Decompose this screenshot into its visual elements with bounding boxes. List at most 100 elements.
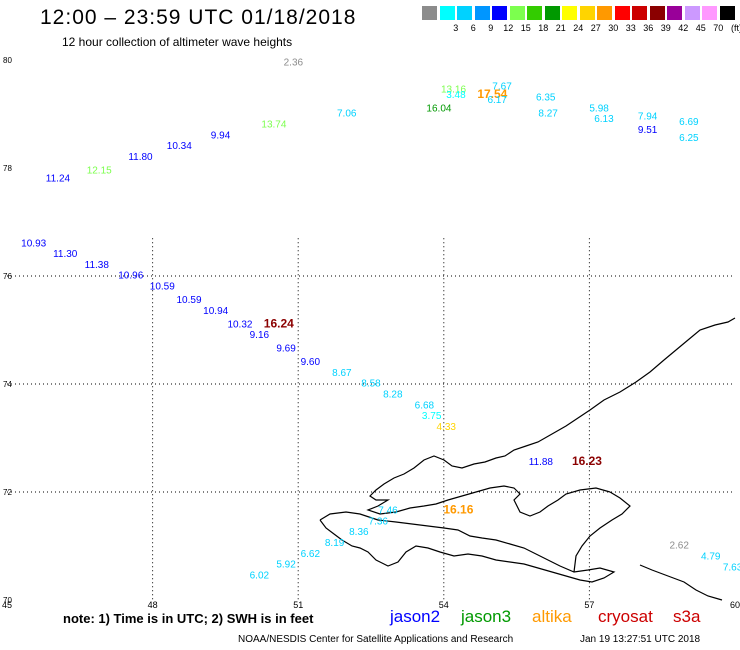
wave-height-value: 11.38	[85, 260, 110, 271]
colorbar-swatch	[422, 6, 437, 20]
wave-height-value: 7.36	[369, 516, 389, 527]
wave-height-value: 11.30	[53, 249, 78, 260]
wave-height-value: 2.36	[284, 57, 304, 68]
colorbar-swatch	[457, 6, 472, 20]
wave-height-value: 6.13	[594, 114, 614, 125]
colorbar-unit: (ft)	[731, 23, 740, 33]
wave-height-value: 16.24	[264, 316, 294, 330]
wave-height-value: 6.25	[679, 133, 699, 144]
colorbar-swatch	[597, 6, 612, 20]
colorbar-label: 45	[695, 23, 706, 33]
matochkin-strait-coast	[573, 491, 631, 573]
colorbar-swatch	[614, 6, 630, 20]
south-island-coast	[319, 511, 616, 583]
wave-height-value: 16.04	[426, 103, 451, 114]
colorbar-label: 42	[678, 23, 689, 33]
colorbar-label: 18	[538, 23, 549, 33]
wave-height-value: 9.69	[276, 344, 296, 355]
colorbar-label: 33	[625, 23, 636, 33]
wave-height-value: 4.33	[436, 422, 456, 433]
wave-height-value: 5.92	[276, 560, 296, 571]
legend-s3a: s3a	[673, 607, 701, 626]
map-subtitle: 12 hour collection of altimeter wave hei…	[62, 35, 293, 49]
colorbar-swatch	[702, 6, 717, 20]
graticule	[7, 238, 735, 600]
map-title: 12:00 – 23:59 UTC 01/18/2018	[40, 6, 357, 29]
wave-height-value: 10.59	[150, 282, 175, 293]
wave-height-value: 10.34	[167, 141, 192, 152]
colorbar-swatch	[509, 6, 525, 20]
wave-height-value: 2.62	[669, 541, 689, 552]
wave-height-value: 10.59	[176, 295, 201, 306]
wave-height-value: 11.88	[529, 457, 554, 468]
wave-height-value: 16.23	[572, 454, 602, 468]
wave-height-value: 4.79	[701, 552, 721, 563]
colorbar-label: 36	[643, 23, 654, 33]
colorbar-label: 21	[555, 23, 566, 33]
wave-height-value: 9.94	[211, 130, 231, 141]
wave-height-value: 6.17	[487, 95, 507, 106]
colorbar-swatch	[667, 6, 682, 20]
wave-height-value: 5.98	[589, 103, 609, 114]
wave-height-value: 8.67	[332, 368, 352, 379]
wave-height-value: 8.19	[325, 538, 345, 549]
wave-height-value: 8.36	[349, 527, 369, 538]
latitude-label: 70	[3, 596, 12, 605]
wave-height-value: 6.02	[250, 570, 270, 581]
colorbar-swatch	[719, 6, 735, 20]
colorbar-label: 15	[520, 23, 531, 33]
colorbar-swatch	[649, 6, 665, 20]
colorbar-swatch	[474, 6, 490, 20]
wave-height-value: 7.06	[337, 109, 357, 120]
longitude-label: 54	[439, 600, 449, 610]
wave-height-value: 6.62	[301, 549, 321, 560]
wave-height-value: 9.60	[301, 357, 321, 368]
footer-credit: NOAA/NESDIS Center for Satellite Applica…	[238, 634, 514, 645]
wave-height-value: 10.94	[203, 306, 228, 317]
wave-height-value: 8.27	[538, 109, 558, 120]
wave-height-value: 10.93	[21, 238, 46, 249]
wave-height-value: 11.24	[46, 174, 71, 185]
wave-height-value: 8.28	[383, 390, 403, 401]
wave-height-value: 8.58	[361, 379, 381, 390]
wave-observations: 2.36 13.16 7.67 3.48 17.546.17 6.35 16.04 8.27 5…	[21, 57, 740, 586]
wave-height-value: 7.46	[378, 506, 398, 517]
colorbar-swatch	[684, 6, 700, 20]
colorbar-label: 24	[573, 23, 584, 33]
longitude-label: 51	[293, 600, 303, 610]
colorbar-swatch	[562, 6, 577, 20]
footnote: note: 1) Time is in UTC; 2) SWH is in fe…	[63, 611, 314, 626]
wave-height-value: 13.16	[441, 84, 466, 95]
colorbar-swatch	[492, 6, 507, 20]
north-island-coast	[366, 317, 736, 517]
colorbar-swatch	[439, 6, 455, 20]
colorbar-swatch	[527, 6, 542, 20]
wave-height-value: 9.16	[250, 330, 270, 341]
footer-timestamp: Jan 19 13:27:51 UTC 2018	[580, 634, 701, 645]
wave-height-value: 9.51	[638, 125, 658, 136]
wave-height-value: 10.32	[227, 319, 252, 330]
wave-height-value: 13.74	[261, 120, 286, 131]
wave-height-value: 3.48	[446, 90, 466, 101]
latitude-label: 76	[3, 272, 12, 281]
latitude-label: 74	[3, 380, 12, 389]
colorbar-label: 3	[453, 23, 459, 33]
coastline	[319, 317, 736, 601]
wave-height-value: 6.68	[415, 400, 435, 411]
vaygach-coast	[639, 564, 723, 601]
colorbar-label: 39	[660, 23, 671, 33]
wave-height-value: 11.80	[128, 152, 153, 163]
wave-height-value: 12.15	[87, 165, 112, 176]
legend-altika: altika	[532, 607, 572, 626]
colorbar-label: 6	[470, 23, 476, 33]
longitude-label: 57	[584, 600, 594, 610]
legend-jason2: jason2	[390, 607, 441, 626]
wave-height-value: 10.96	[118, 271, 143, 282]
colorbar-label: 12	[503, 23, 514, 33]
legend-cryosat: cryosat	[598, 607, 653, 626]
wave-height-value: 17.54	[477, 87, 507, 101]
longitude-label: 60	[730, 600, 740, 610]
colorbar-label: 30	[608, 23, 619, 33]
